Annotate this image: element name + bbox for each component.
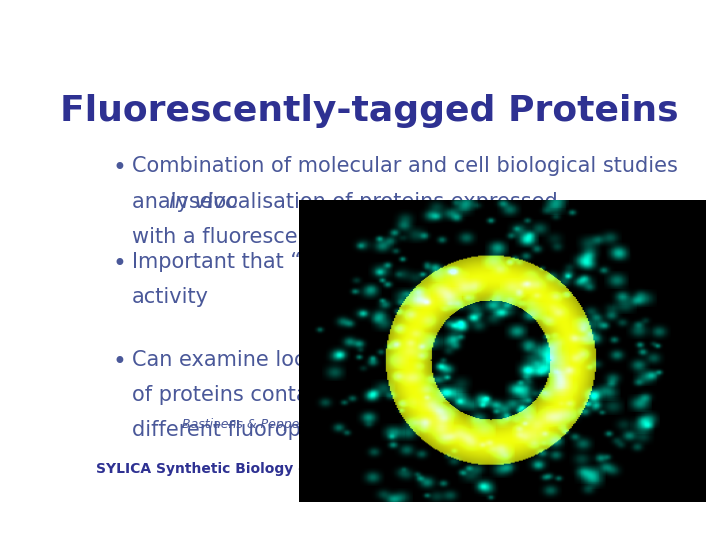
Text: with a fluorescent “tag”: with a fluorescent “tag” (132, 227, 381, 247)
Text: Fluorescently-tagged Proteins: Fluorescently-tagged Proteins (60, 94, 678, 128)
Text: in vivo: in vivo (169, 192, 238, 212)
Text: Important that “tag” does not interfere with protein: Important that “tag” does not interfere … (132, 252, 671, 272)
Text: analyse: analyse (132, 192, 219, 212)
Text: Combination of molecular and cell biological studies: Combination of molecular and cell biolog… (132, 156, 678, 176)
Text: Can examine localisation: Can examine localisation (132, 349, 393, 369)
Text: •: • (112, 156, 126, 180)
Text: localisation of proteins expressed: localisation of proteins expressed (201, 192, 558, 212)
Text: SYLICA Synthetic Biology – Bowater Feb 2013: SYLICA Synthetic Biology – Bowater Feb 2… (96, 462, 452, 476)
Text: Bastiaens & Pepperkok (2000) TiBS, 25, 631-637: Bastiaens & Pepperkok (2000) TiBS, 25, 6… (182, 418, 489, 431)
Text: •: • (112, 349, 126, 374)
Text: •: • (112, 252, 126, 276)
Text: different fluorophores: different fluorophores (132, 420, 359, 440)
Text: activity: activity (132, 287, 209, 307)
Text: of proteins containing: of proteins containing (132, 385, 360, 405)
